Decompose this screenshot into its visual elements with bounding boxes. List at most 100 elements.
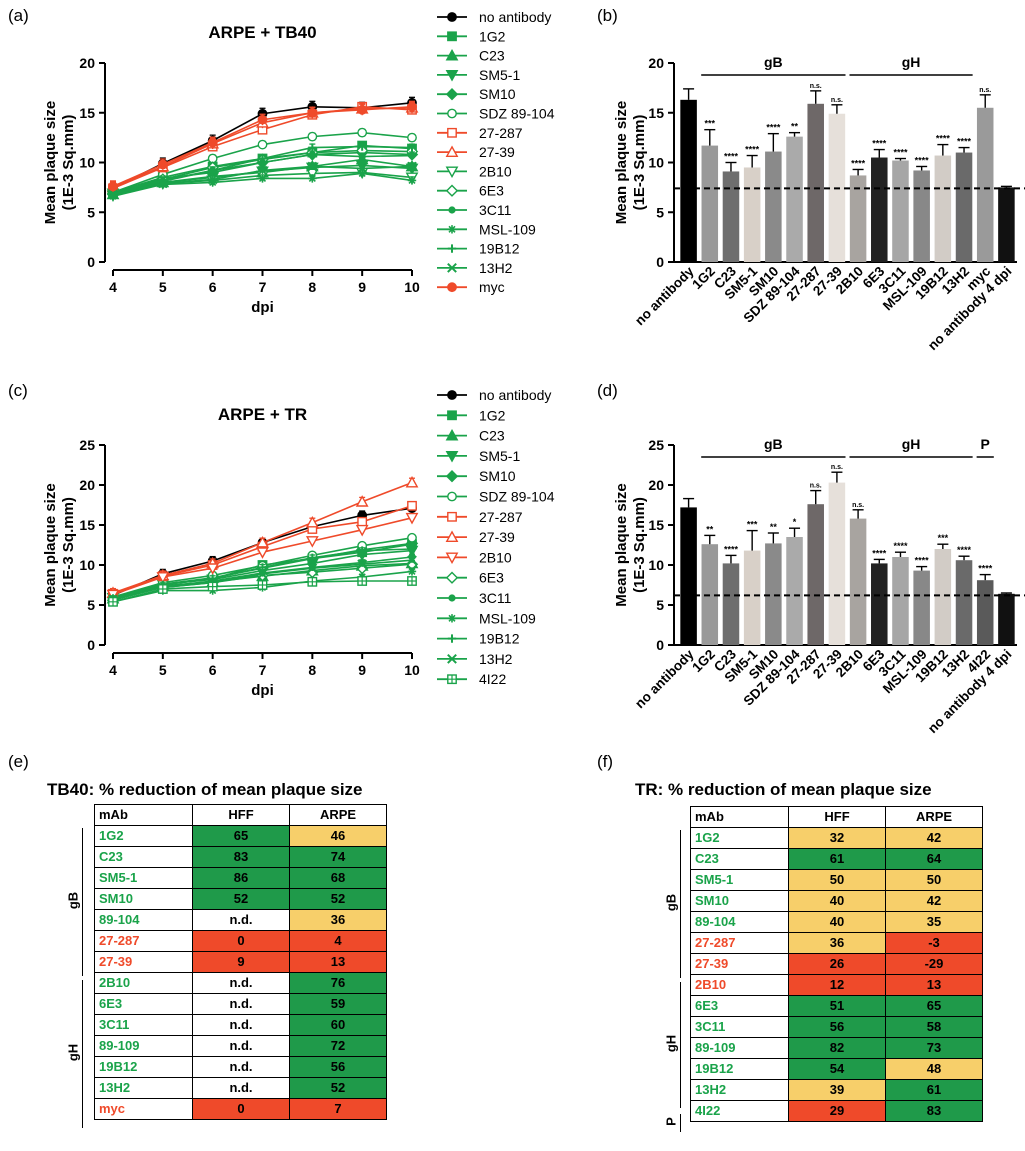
significance-label: n.s. xyxy=(810,83,822,90)
panel-label-e: (e) xyxy=(8,752,29,771)
mab-cell: 2B10 xyxy=(94,972,193,994)
significance-label: **** xyxy=(872,548,887,558)
arpe-cell: 61 xyxy=(885,1079,983,1101)
x-tick-label: 6 xyxy=(209,279,217,295)
y-tick-label: 5 xyxy=(87,204,95,220)
y-axis-label-line2: (1E-3 Sq.mm) xyxy=(60,115,77,211)
mab-cell: C23 xyxy=(690,848,789,870)
hff-cell: 9 xyxy=(192,951,290,973)
data-point xyxy=(407,132,417,143)
table-row: 19B12 n.d. 56 xyxy=(94,1056,387,1078)
legend-label: 6E3 xyxy=(479,183,504,199)
hff-cell: 56 xyxy=(788,1016,886,1038)
table-row: SM5-1 86 68 xyxy=(94,867,387,889)
mab-cell: 1G2 xyxy=(690,827,789,849)
arpe-cell: 52 xyxy=(289,888,387,910)
significance-label: n.s. xyxy=(810,483,822,490)
table-f: mAb HFF ARPE 1G2 32 42 C23 61 64 SM5-1 50 50 SM10… xyxy=(690,806,983,1122)
group-label: gH xyxy=(902,436,921,452)
table-f-gB-bracket xyxy=(680,830,681,978)
significance-label: * xyxy=(793,517,797,527)
legend-label: 27-287 xyxy=(479,125,523,141)
hff-cell: n.d. xyxy=(192,1035,290,1057)
data-point xyxy=(308,174,317,183)
bar xyxy=(892,557,909,645)
table-e-gH-label: gH xyxy=(65,1043,81,1062)
legend-marker xyxy=(447,244,457,253)
bar xyxy=(871,563,888,645)
panel-label-a: (a) xyxy=(8,6,29,25)
table-e-gH-bracket xyxy=(82,980,83,1128)
table-row: 2B10 n.d. 76 xyxy=(94,972,387,994)
y-tick-label: 10 xyxy=(648,557,664,573)
panel-label-b: (b) xyxy=(597,6,618,25)
significance-label: n.s. xyxy=(852,502,864,509)
panel-label-f: (f) xyxy=(597,752,614,771)
significance-label: **** xyxy=(915,556,930,566)
hff-cell: 26 xyxy=(788,953,886,975)
legend-label: 6E3 xyxy=(479,570,504,586)
data-point-cross xyxy=(108,597,118,606)
significance-label: **** xyxy=(724,152,739,162)
significance-label: **** xyxy=(872,139,887,149)
significance-label: **** xyxy=(978,564,993,574)
mab-cell: 89-104 xyxy=(690,911,789,933)
data-point xyxy=(208,166,217,175)
legend-label: SM5-1 xyxy=(479,67,520,83)
data-point-cross xyxy=(208,582,217,591)
arpe-cell: 83 xyxy=(885,1100,983,1122)
legend-marker xyxy=(447,511,457,522)
legend-label: MSL-109 xyxy=(479,221,536,237)
bar xyxy=(976,107,994,263)
legend-marker xyxy=(447,634,457,643)
panel-label-c: (c) xyxy=(8,381,28,400)
legend-label: no antibody xyxy=(479,387,551,403)
y-axis-label-line1: Mean plaque size xyxy=(613,483,630,606)
y-tick-label: 10 xyxy=(79,557,95,573)
charts-canvas: ARPE + TB40 0 5 10 15 20 4 5 6 7 8 9 10 dpi Mean plaqu… xyxy=(42,9,1025,736)
x-tick-label: 7 xyxy=(259,662,267,678)
data-point xyxy=(407,176,417,185)
y-tick-label: 15 xyxy=(648,517,664,533)
data-point xyxy=(157,178,168,189)
legend-marker xyxy=(447,410,457,421)
legend-marker xyxy=(447,31,457,42)
bar xyxy=(998,593,1015,645)
table-row: SM10 40 42 xyxy=(690,890,983,912)
data-point xyxy=(305,515,319,528)
table-row: 27-39 9 13 xyxy=(94,951,387,973)
data-point xyxy=(357,104,368,115)
significance-label: ** xyxy=(770,522,778,532)
data-point xyxy=(307,563,318,574)
y-tick-label: 5 xyxy=(656,204,664,220)
legend-marker xyxy=(445,69,459,82)
mab-cell: 19B12 xyxy=(690,1058,789,1080)
hff-cell: n.d. xyxy=(192,909,290,931)
y-axis-label-line1: Mean plaque size xyxy=(42,101,59,224)
bar xyxy=(849,518,867,645)
hff-cell: n.d. xyxy=(192,1077,290,1099)
data-point-cross xyxy=(308,577,317,586)
arpe-cell: 58 xyxy=(885,1016,983,1038)
y-tick-label: 5 xyxy=(87,597,95,613)
mab-cell: SM5-1 xyxy=(94,867,193,889)
data-point xyxy=(407,143,417,152)
bar xyxy=(998,187,1015,262)
legend-label: C23 xyxy=(479,428,505,444)
legend-label: SM10 xyxy=(479,86,516,102)
legend-label: 3C11 xyxy=(479,590,512,606)
data-point xyxy=(207,137,218,148)
significance-label: n.s. xyxy=(979,87,991,94)
data-point xyxy=(207,174,218,185)
table-row: SM5-1 50 50 xyxy=(690,869,983,891)
legend-label: SDZ 89-104 xyxy=(479,489,555,505)
mab-cell: 89-109 xyxy=(690,1037,789,1059)
y-axis-label: Mean plaque size(1E-3 Sq.mm) xyxy=(42,101,77,224)
hff-cell: n.d. xyxy=(192,972,290,994)
data-point xyxy=(308,553,317,562)
table-row: 3C11 n.d. 60 xyxy=(94,1014,387,1036)
table-row: C23 83 74 xyxy=(94,846,387,868)
bar xyxy=(807,103,824,262)
arpe-cell: 65 xyxy=(885,995,983,1017)
y-tick-label: 15 xyxy=(79,517,95,533)
